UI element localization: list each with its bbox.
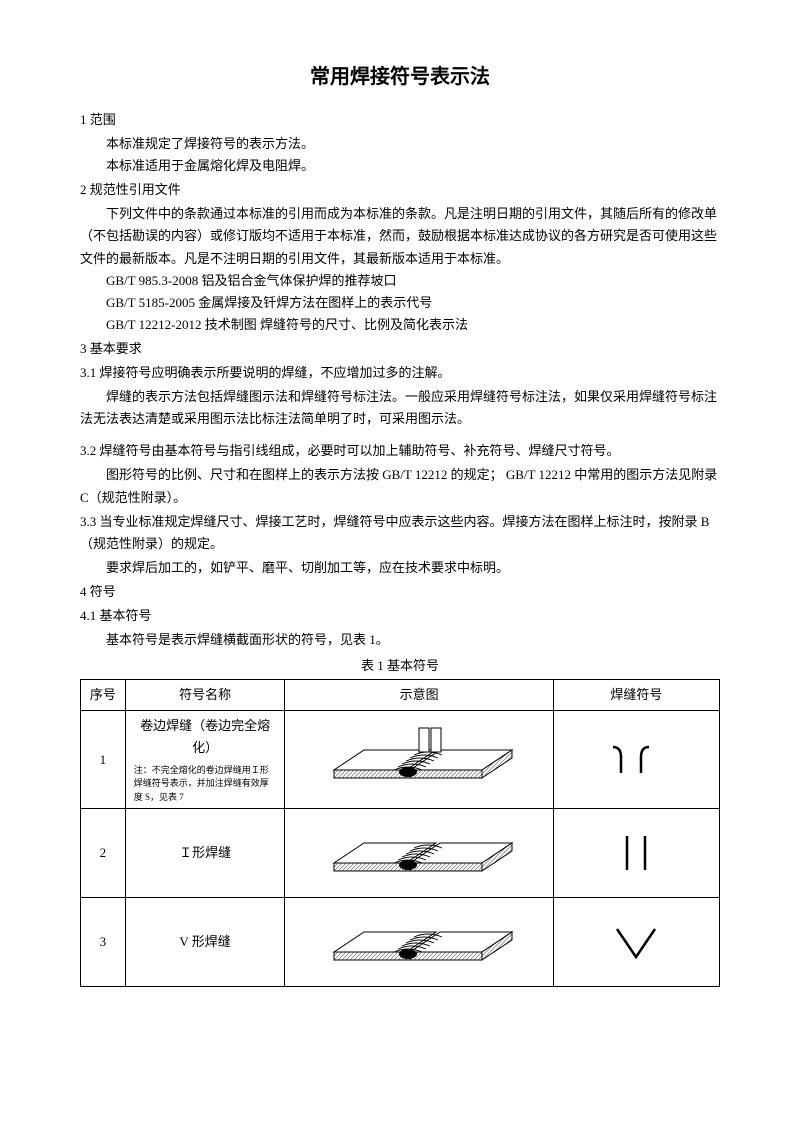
cell-name: Ｉ形焊缝 xyxy=(125,809,285,898)
table-caption: 表 1 基本符号 xyxy=(80,655,720,677)
section-1-p1: 本标准规定了焊接符号的表示方法。 xyxy=(80,133,720,155)
th-seq: 序号 xyxy=(81,680,126,711)
ref-3: GB/T 12212-2012 技术制图 焊缝符号的尺寸、比例及简化表示法 xyxy=(80,314,720,336)
section-2-head: 2 规范性引用文件 xyxy=(80,179,720,201)
doc-title: 常用焊接符号表示法 xyxy=(80,60,720,94)
section-3-2b: 图形符号的比例、尺寸和在图样上的表示方法按 GB/T 12212 的规定； GB… xyxy=(80,464,720,508)
section-4-1: 4.1 基本符号 xyxy=(80,605,720,627)
section-3-head: 3 基本要求 xyxy=(80,338,720,360)
section-2-p1: 下列文件中的条款通过本标准的引用而成为本标准的条款。凡是注明日期的引用文件，其随… xyxy=(80,203,720,269)
section-3-3: 3.3 当专业标准规定焊缝尺寸、焊接工艺时，焊缝符号中应表示这些内容。焊接方法在… xyxy=(80,511,720,555)
th-diagram: 示意图 xyxy=(285,680,553,711)
section-1-p2: 本标准适用于金属熔化焊及电阻焊。 xyxy=(80,155,720,177)
cell-symbol xyxy=(553,711,719,809)
cell-symbol xyxy=(553,898,719,987)
section-3-3b: 要求焊后加工的，如铲平、磨平、切削加工等，应在技术要求中标明。 xyxy=(80,557,720,579)
cell-symbol xyxy=(553,809,719,898)
section-3-2: 3.2 焊缝符号由基本符号与指引线组成，必要时可以加上辅助符号、补充符号、焊缝尺… xyxy=(80,440,720,462)
cell-seq: 1 xyxy=(81,711,126,809)
section-3-1: 3.1 焊接符号应明确表示所要说明的焊缝，不应增加过多的注解。 xyxy=(80,362,720,384)
section-4-1b: 基本符号是表示焊缝横截面形状的符号，见表 1。 xyxy=(80,629,720,651)
section-3-1b: 焊缝的表示方法包括焊缝图示法和焊缝符号标注法。一般应采用焊缝符号标注法，如果仅采… xyxy=(80,386,720,430)
table-row: 1卷边焊缝（卷边完全熔化）注：不完全熔化的卷边焊缝用Ｉ形焊缝符号表示，并加注焊缝… xyxy=(81,711,720,809)
cell-diagram xyxy=(285,898,553,987)
table-row: 3V 形焊缝 xyxy=(81,898,720,987)
ref-1: GB/T 985.3-2008 铝及铝合金气体保护焊的推荐坡口 xyxy=(80,270,720,292)
section-4-head: 4 符号 xyxy=(80,581,720,603)
th-name: 符号名称 xyxy=(125,680,285,711)
ref-2: GB/T 5185-2005 金属焊接及钎焊方法在图样上的表示代号 xyxy=(80,292,720,314)
section-1-head: 1 范围 xyxy=(80,109,720,131)
cell-diagram xyxy=(285,711,553,809)
cell-diagram xyxy=(285,809,553,898)
cell-seq: 2 xyxy=(81,809,126,898)
cell-name: V 形焊缝 xyxy=(125,898,285,987)
table-row: 2Ｉ形焊缝 xyxy=(81,809,720,898)
symbol-table: 序号 符号名称 示意图 焊缝符号 1卷边焊缝（卷边完全熔化）注：不完全熔化的卷边… xyxy=(80,679,720,987)
th-symbol: 焊缝符号 xyxy=(553,680,719,711)
cell-note: 注：不完全熔化的卷边焊缝用Ｉ形焊缝符号表示，并加注焊缝有效厚度 S，见表 7 xyxy=(132,764,279,805)
table-body: 1卷边焊缝（卷边完全熔化）注：不完全熔化的卷边焊缝用Ｉ形焊缝符号表示，并加注焊缝… xyxy=(81,711,720,987)
cell-name: 卷边焊缝（卷边完全熔化）注：不完全熔化的卷边焊缝用Ｉ形焊缝符号表示，并加注焊缝有… xyxy=(125,711,285,809)
cell-seq: 3 xyxy=(81,898,126,987)
